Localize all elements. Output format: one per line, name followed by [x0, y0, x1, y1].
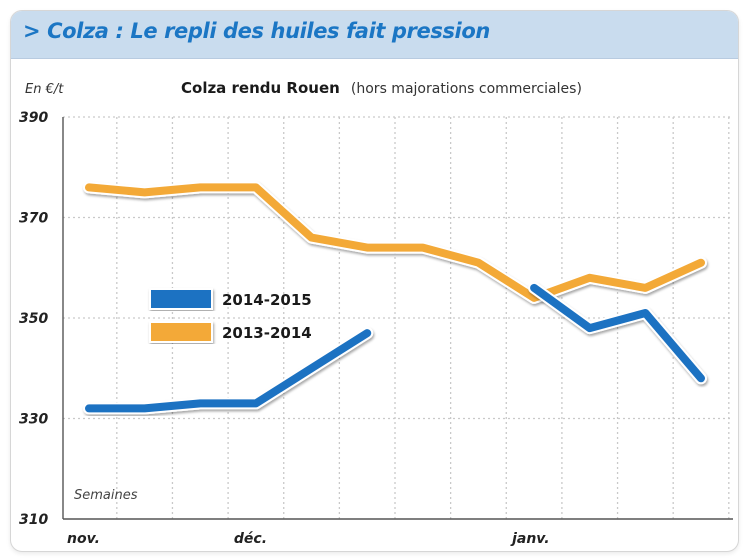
y-axis-unit-label: En €/t: [25, 82, 64, 97]
legend-swatch-2014-2015: [149, 288, 213, 310]
y-tick-label: 350: [19, 311, 48, 327]
chart-title-group: Colza rendu Rouen (hors majorations comm…: [181, 78, 582, 97]
x-tick-label: déc.: [234, 531, 267, 547]
legend-label-2013-2014: 2013-2014: [222, 324, 312, 342]
x-tick-label: nov.: [67, 531, 100, 547]
y-axis-ticks: 310 330 350 370 390: [19, 110, 48, 528]
chart-title: Colza rendu Rouen: [181, 79, 340, 97]
y-tick-label: 370: [19, 211, 48, 227]
x-axis-label: Semaines: [74, 488, 138, 503]
y-tick-label: 310: [19, 512, 48, 528]
y-tick-label: 330: [19, 412, 48, 428]
y-tick-label: 390: [19, 110, 48, 126]
series-line-2014-2015: [530, 283, 705, 383]
chart-subtitle: (hors majorations commerciales): [351, 81, 582, 97]
chart-card: > Colza : Le repli des huiles fait press…: [10, 10, 739, 552]
series-lines: [83, 181, 707, 415]
legend-swatch-2013-2014: [149, 321, 213, 343]
line-chart: En €/t Colza rendu Rouen (hors majoratio…: [19, 78, 733, 547]
legend: 2014-2015 2013-2014: [149, 288, 312, 343]
chart-header: > Colza : Le repli des huiles fait press…: [11, 11, 738, 59]
x-axis-ticks: nov. déc. janv.: [67, 531, 550, 547]
legend-label-2014-2015: 2014-2015: [222, 291, 312, 309]
x-tick-label: janv.: [510, 531, 550, 547]
series-line-2014-2015: [85, 329, 372, 413]
series-line-2013-2014: [85, 183, 705, 302]
chart-headline: > Colza : Le repli des huiles fait press…: [23, 19, 490, 43]
